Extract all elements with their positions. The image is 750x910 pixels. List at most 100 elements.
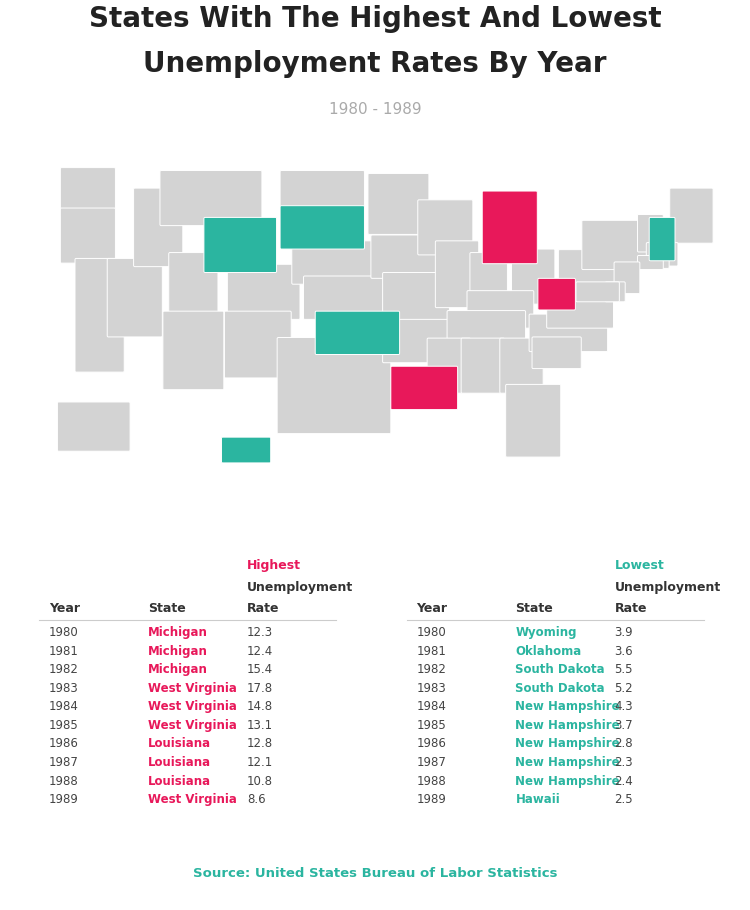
FancyBboxPatch shape [482, 191, 537, 264]
FancyBboxPatch shape [387, 548, 723, 826]
FancyBboxPatch shape [670, 188, 713, 243]
Text: 13.1: 13.1 [247, 719, 273, 732]
FancyBboxPatch shape [60, 167, 116, 217]
FancyBboxPatch shape [506, 384, 561, 457]
Text: 1982: 1982 [49, 663, 79, 676]
FancyBboxPatch shape [467, 290, 534, 329]
Text: West Virginia: West Virginia [148, 682, 237, 694]
FancyBboxPatch shape [638, 215, 663, 252]
Text: New Hampshire: New Hampshire [515, 774, 620, 787]
Text: Highest: Highest [247, 559, 301, 571]
FancyBboxPatch shape [650, 217, 675, 261]
Text: 3.9: 3.9 [614, 626, 633, 639]
Text: 1988: 1988 [49, 774, 79, 787]
FancyBboxPatch shape [638, 256, 663, 269]
Text: State: State [148, 602, 186, 615]
Text: 1989: 1989 [416, 794, 446, 806]
FancyBboxPatch shape [382, 272, 449, 328]
FancyBboxPatch shape [418, 200, 472, 255]
Text: 12.8: 12.8 [247, 737, 273, 751]
Text: 1988: 1988 [416, 774, 446, 787]
Text: New Hampshire: New Hampshire [515, 719, 620, 732]
Text: Michigan: Michigan [148, 663, 208, 676]
Text: 1985: 1985 [416, 719, 446, 732]
FancyBboxPatch shape [461, 339, 505, 393]
Text: Louisiana: Louisiana [148, 774, 211, 787]
Text: 3.7: 3.7 [614, 719, 633, 732]
FancyBboxPatch shape [512, 249, 555, 304]
Text: 1986: 1986 [49, 737, 79, 751]
FancyBboxPatch shape [163, 311, 224, 389]
FancyBboxPatch shape [435, 241, 478, 308]
Text: 5.2: 5.2 [614, 682, 633, 694]
FancyBboxPatch shape [427, 339, 470, 393]
Text: 1984: 1984 [49, 701, 79, 713]
Text: State: State [515, 602, 554, 615]
Text: Rate: Rate [247, 602, 280, 615]
FancyBboxPatch shape [224, 311, 291, 378]
FancyBboxPatch shape [204, 217, 277, 272]
Text: 12.1: 12.1 [247, 756, 273, 769]
FancyBboxPatch shape [538, 278, 575, 310]
Text: 1987: 1987 [49, 756, 79, 769]
Text: 1982: 1982 [416, 663, 446, 676]
FancyBboxPatch shape [315, 311, 400, 355]
Text: Oklahoma: Oklahoma [515, 644, 582, 658]
FancyBboxPatch shape [529, 314, 608, 351]
Text: 1985: 1985 [49, 719, 79, 732]
Text: South Dakota: South Dakota [515, 663, 605, 676]
Text: West Virginia: West Virginia [148, 719, 237, 732]
FancyBboxPatch shape [169, 253, 218, 319]
Text: Michigan: Michigan [148, 626, 208, 639]
Text: South Dakota: South Dakota [515, 682, 605, 694]
Text: Lowest: Lowest [614, 559, 664, 571]
FancyBboxPatch shape [371, 235, 438, 278]
Text: New Hampshire: New Hampshire [515, 737, 620, 751]
Text: Source: United States Bureau of Labor Statistics: Source: United States Bureau of Labor St… [193, 867, 557, 880]
Text: 2.5: 2.5 [614, 794, 633, 806]
FancyBboxPatch shape [447, 310, 526, 348]
Text: Hawaii: Hawaii [515, 794, 560, 806]
Text: 1984: 1984 [416, 701, 446, 713]
Text: Louisiana: Louisiana [148, 737, 211, 751]
FancyBboxPatch shape [646, 243, 678, 266]
FancyBboxPatch shape [470, 253, 508, 308]
Text: 2.8: 2.8 [614, 737, 633, 751]
Text: 1981: 1981 [49, 644, 79, 658]
FancyBboxPatch shape [614, 262, 640, 294]
FancyBboxPatch shape [278, 338, 391, 434]
FancyBboxPatch shape [368, 174, 429, 235]
Text: West Virginia: West Virginia [148, 794, 237, 806]
FancyBboxPatch shape [532, 337, 581, 369]
FancyBboxPatch shape [500, 339, 543, 393]
Text: 1980 - 1989: 1980 - 1989 [328, 102, 422, 116]
Text: Rate: Rate [614, 602, 647, 615]
Text: 12.3: 12.3 [247, 626, 273, 639]
FancyBboxPatch shape [382, 319, 449, 363]
FancyBboxPatch shape [576, 282, 620, 302]
Text: 4.3: 4.3 [614, 701, 633, 713]
FancyBboxPatch shape [582, 220, 649, 269]
Text: 1989: 1989 [49, 794, 79, 806]
Text: 8.6: 8.6 [247, 794, 266, 806]
FancyBboxPatch shape [107, 258, 162, 337]
FancyBboxPatch shape [559, 249, 626, 288]
FancyBboxPatch shape [391, 366, 458, 410]
Text: 2.3: 2.3 [614, 756, 633, 769]
Text: 15.4: 15.4 [247, 663, 273, 676]
Text: Wyoming: Wyoming [515, 626, 577, 639]
FancyBboxPatch shape [280, 170, 364, 214]
FancyBboxPatch shape [160, 170, 262, 226]
FancyBboxPatch shape [75, 258, 124, 372]
Text: 17.8: 17.8 [247, 682, 273, 694]
Text: Louisiana: Louisiana [148, 756, 211, 769]
Text: 10.8: 10.8 [247, 774, 273, 787]
Text: Unemployment Rates By Year: Unemployment Rates By Year [143, 50, 607, 78]
FancyBboxPatch shape [227, 264, 300, 319]
Text: Unemployment: Unemployment [614, 581, 721, 593]
FancyBboxPatch shape [655, 254, 669, 268]
Text: 1987: 1987 [416, 756, 446, 769]
Text: West Virginia: West Virginia [148, 701, 237, 713]
Text: 1980: 1980 [416, 626, 446, 639]
FancyBboxPatch shape [60, 208, 116, 263]
